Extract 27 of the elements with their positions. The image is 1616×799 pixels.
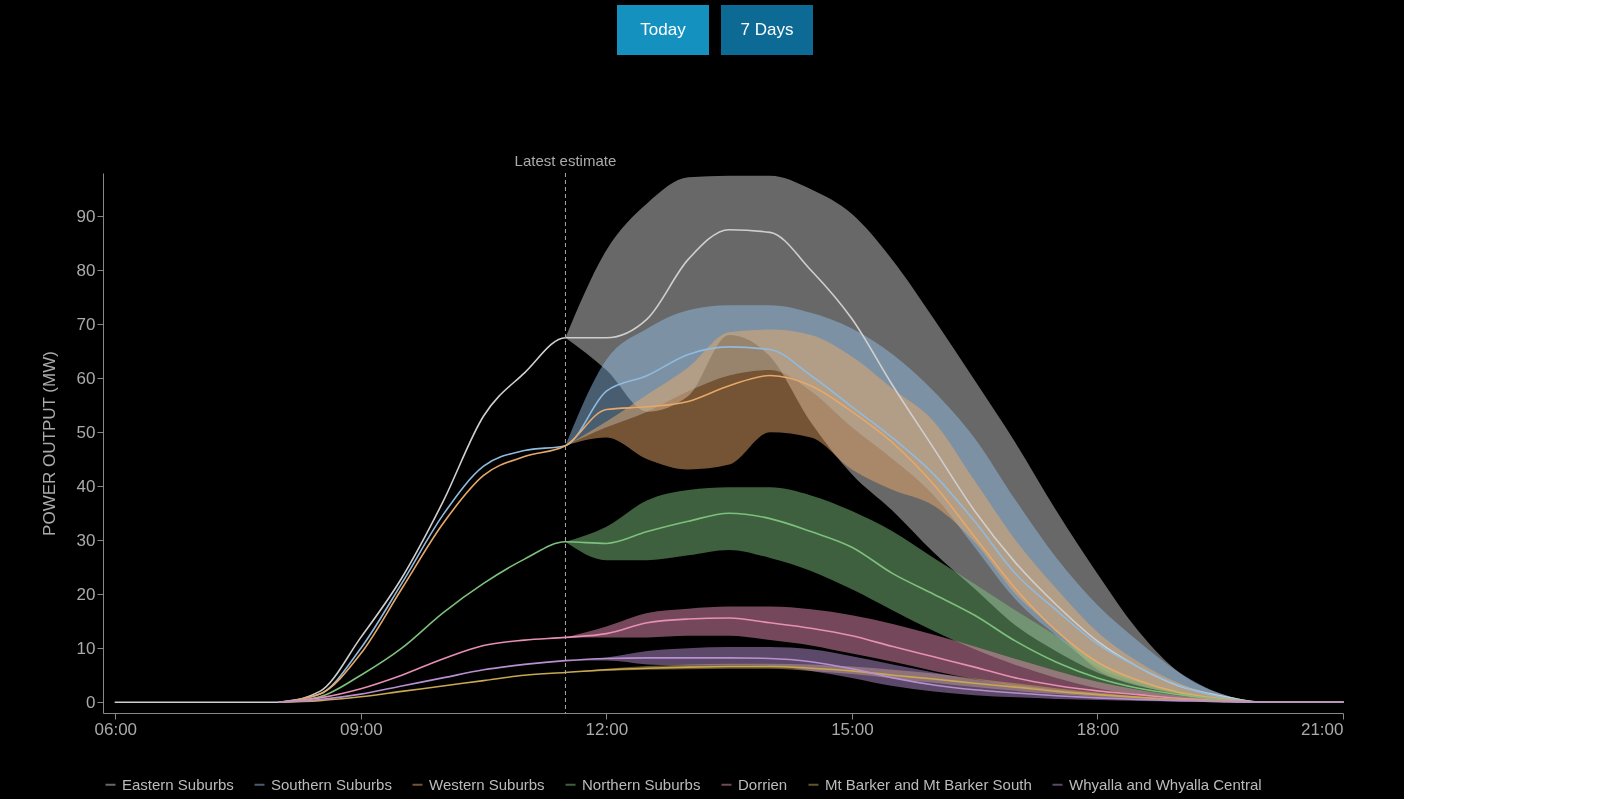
x-tick-label: 15:00 <box>831 719 874 739</box>
y-tick-label: 80 <box>76 260 96 280</box>
legend-label: Northern Suburbs <box>582 775 701 793</box>
x-tick-label: 09:00 <box>340 719 383 739</box>
text: 7 Days <box>740 20 794 39</box>
y-tick-label: 50 <box>76 422 96 442</box>
y-tick-label: 0 <box>86 692 96 712</box>
legend-label: Eastern Suburbs <box>122 775 234 793</box>
x-tick-label: 18:00 <box>1076 719 1120 739</box>
legend-label: Southern Suburbs <box>271 775 392 793</box>
y-axis-title: POWER OUTPUT (MW) <box>39 351 59 536</box>
y-tick-label: 90 <box>76 206 96 226</box>
x-tick-label: 21:00 <box>1300 719 1344 739</box>
y-tick-label: 40 <box>76 476 96 496</box>
text: Today <box>640 20 687 39</box>
legend-label: Whyalla and Whyalla Central <box>1069 775 1262 793</box>
y-tick-label: 20 <box>76 584 96 604</box>
y-tick-label: 60 <box>76 368 96 388</box>
y-tick-label: 10 <box>76 638 96 658</box>
y-tick-label: 70 <box>76 314 96 334</box>
legend-label: Mt Barker and Mt Barker South <box>825 775 1032 793</box>
legend-label: Dorrien <box>738 775 788 793</box>
x-tick-label: 12:00 <box>585 719 629 739</box>
x-tick-label: 06:00 <box>94 719 138 739</box>
legend-label: Western Suburbs <box>429 775 545 793</box>
ref-line-label: Latest estimate <box>514 152 617 169</box>
y-tick-label: 30 <box>76 530 96 550</box>
